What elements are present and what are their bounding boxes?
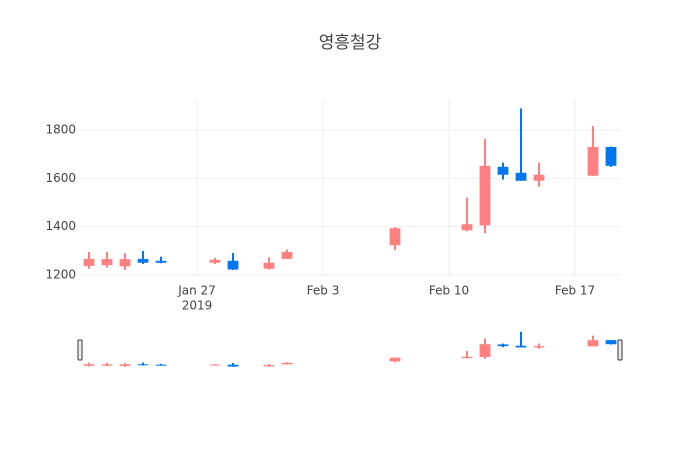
slider-candle-body [389, 357, 401, 362]
candle-body [389, 228, 401, 246]
slider-candle-body [83, 364, 95, 366]
y-tick-label: 1600 [45, 171, 76, 185]
slider-candle-body [497, 344, 509, 347]
slider-candle-body [587, 340, 599, 347]
candle-body [101, 259, 113, 266]
chart-title: 영흥철강 [319, 33, 382, 53]
x-tick-label: Feb 3 [307, 284, 340, 298]
slider-candle-body [227, 364, 239, 367]
slider-candle-body [461, 356, 473, 359]
candle-body [227, 260, 239, 270]
candle-body [155, 260, 167, 263]
candle-body [209, 259, 221, 263]
slider-candle-body [119, 364, 131, 366]
candle-body [281, 251, 293, 259]
y-tick-label: 1200 [45, 267, 76, 281]
candle-body [533, 174, 545, 181]
slider-candle-body [281, 362, 293, 365]
slider-candle-body [479, 344, 491, 358]
x-tick-label: Feb 17 [555, 284, 595, 298]
slider-handle[interactable] [617, 339, 623, 361]
slider-candle-body [101, 364, 113, 366]
slider-candle-body [605, 340, 617, 345]
candle-body [605, 147, 617, 166]
x-tick-year: 2019 [182, 299, 213, 313]
slider-candle-body [155, 364, 167, 366]
y-tick-label: 1400 [45, 219, 76, 233]
candle-body [83, 258, 95, 266]
candle-body [137, 258, 149, 263]
candle-body [479, 165, 491, 226]
x-tick-label: Feb 10 [429, 284, 469, 298]
candle-body [119, 259, 131, 267]
slider-candle-body [515, 345, 527, 348]
candle-body [461, 224, 473, 231]
slider-handle[interactable] [77, 339, 83, 361]
x-tick-label: Jan 27 [177, 284, 216, 298]
candle-body [497, 166, 509, 175]
candle-body [587, 147, 599, 176]
y-tick-label: 1800 [45, 123, 76, 137]
candle-body [515, 172, 527, 181]
slider-candle-body [137, 364, 149, 366]
slider-candle-body [533, 346, 545, 348]
candle-body [263, 262, 275, 269]
slider-candle-body [263, 365, 275, 367]
slider-candle-body [209, 364, 221, 366]
